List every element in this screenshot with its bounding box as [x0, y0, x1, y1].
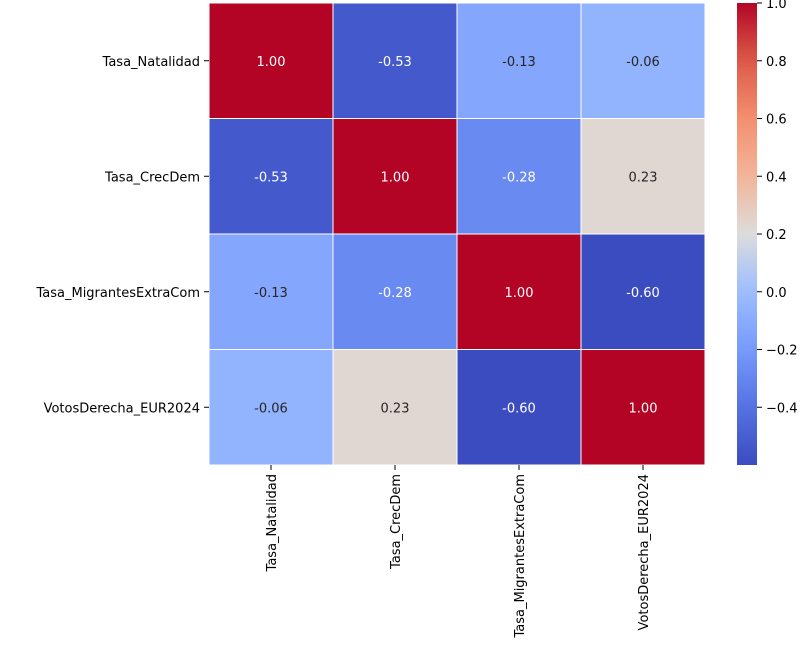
cell-value-label: -0.13: [254, 286, 288, 301]
cell-value-label: -0.28: [378, 286, 412, 301]
heatmap-cell: [332, 2, 458, 119]
heatmap-cell: [580, 349, 706, 466]
heatmap-cell: [580, 2, 706, 119]
cell-value-label: -0.13: [502, 55, 536, 70]
cell-value-label: -0.53: [378, 55, 412, 70]
colorbar-gradient: [737, 3, 757, 465]
y-tick-label: Tasa_MigrantesExtraCom: [35, 286, 200, 301]
colorbar-tick-label: 0.2: [766, 228, 787, 243]
colorbar-tick-label: 0.0: [766, 286, 787, 301]
cell-value-label: 1.00: [629, 401, 658, 416]
x-tick-label: Tasa_CrecDem: [389, 474, 404, 570]
heatmap-cell: [332, 349, 458, 466]
heatmap-cell: [208, 2, 334, 119]
cell-value-label: -0.06: [626, 55, 660, 70]
cell-value-label: -0.53: [254, 170, 288, 185]
y-axis: Tasa_Natalidad Tasa_CrecDem Tasa_Migrantes…: [35, 55, 209, 416]
y-tick-label: VotosDerecha_EUR2024: [44, 401, 200, 416]
x-tick-label: Tasa_MigrantesExtraCom: [513, 474, 528, 639]
cell-value-label: 1.00: [505, 286, 534, 301]
colorbar-tick-label: 0.4: [766, 170, 787, 185]
colorbar: 1.0 0.8 0.6 0.4 0.2 0.0 −0.2 −0.4: [737, 0, 798, 465]
cell-value-label: 1.00: [257, 55, 286, 70]
cell-value-label: 0.23: [381, 401, 410, 416]
cell-value-label: 0.23: [629, 170, 658, 185]
cell-value-label: -0.06: [254, 401, 288, 416]
heatmap-cell: [332, 233, 458, 350]
colorbar-tick-label: −0.4: [766, 401, 798, 416]
colorbar-tick-label: −0.2: [766, 344, 798, 359]
heatmap-cell: [456, 349, 582, 466]
y-tick-label: Tasa_Natalidad: [102, 55, 200, 70]
heatmap-cell: [208, 349, 334, 466]
cell-value-label: 1.00: [381, 170, 410, 185]
cell-value-label: -0.60: [626, 286, 660, 301]
heatmap-cell: [580, 118, 706, 235]
y-tick-label: Tasa_CrecDem: [104, 170, 200, 185]
colorbar-tick-label: 0.8: [766, 55, 787, 70]
heatmap-cell: [332, 118, 458, 235]
x-axis: Tasa_Natalidad Tasa_CrecDem Tasa_Migrantes…: [265, 465, 652, 639]
heatmap-cell: [456, 2, 582, 119]
heatmap-cells: [208, 2, 706, 466]
heatmap-cell-labels: 1.00 -0.53 -0.13 -0.06 -0.53 1.00 -0.28 0.23 -0.…: [254, 55, 660, 417]
colorbar-tick-label: 0.6: [766, 113, 787, 128]
heatmap-cell: [208, 118, 334, 235]
x-tick-label: VotosDerecha_EUR2024: [637, 474, 652, 630]
x-tick-label: Tasa_Natalidad: [265, 474, 280, 572]
cell-value-label: -0.60: [502, 401, 536, 416]
colorbar-tick-label: 1.0: [766, 0, 787, 12]
cell-value-label: -0.28: [502, 170, 536, 185]
heatmap-cell: [580, 233, 706, 350]
